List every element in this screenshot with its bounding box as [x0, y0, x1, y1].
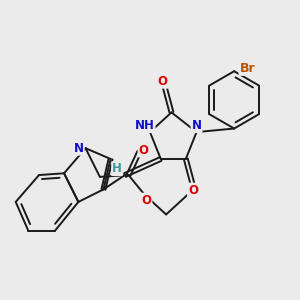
Text: Br: Br: [239, 62, 255, 75]
Text: O: O: [141, 194, 152, 207]
Text: O: O: [139, 143, 148, 157]
Text: NH: NH: [135, 119, 155, 132]
Text: N: N: [192, 119, 202, 132]
Text: O: O: [188, 184, 198, 196]
Text: H: H: [112, 162, 122, 175]
Text: O: O: [158, 75, 167, 88]
Text: N: N: [74, 142, 84, 155]
